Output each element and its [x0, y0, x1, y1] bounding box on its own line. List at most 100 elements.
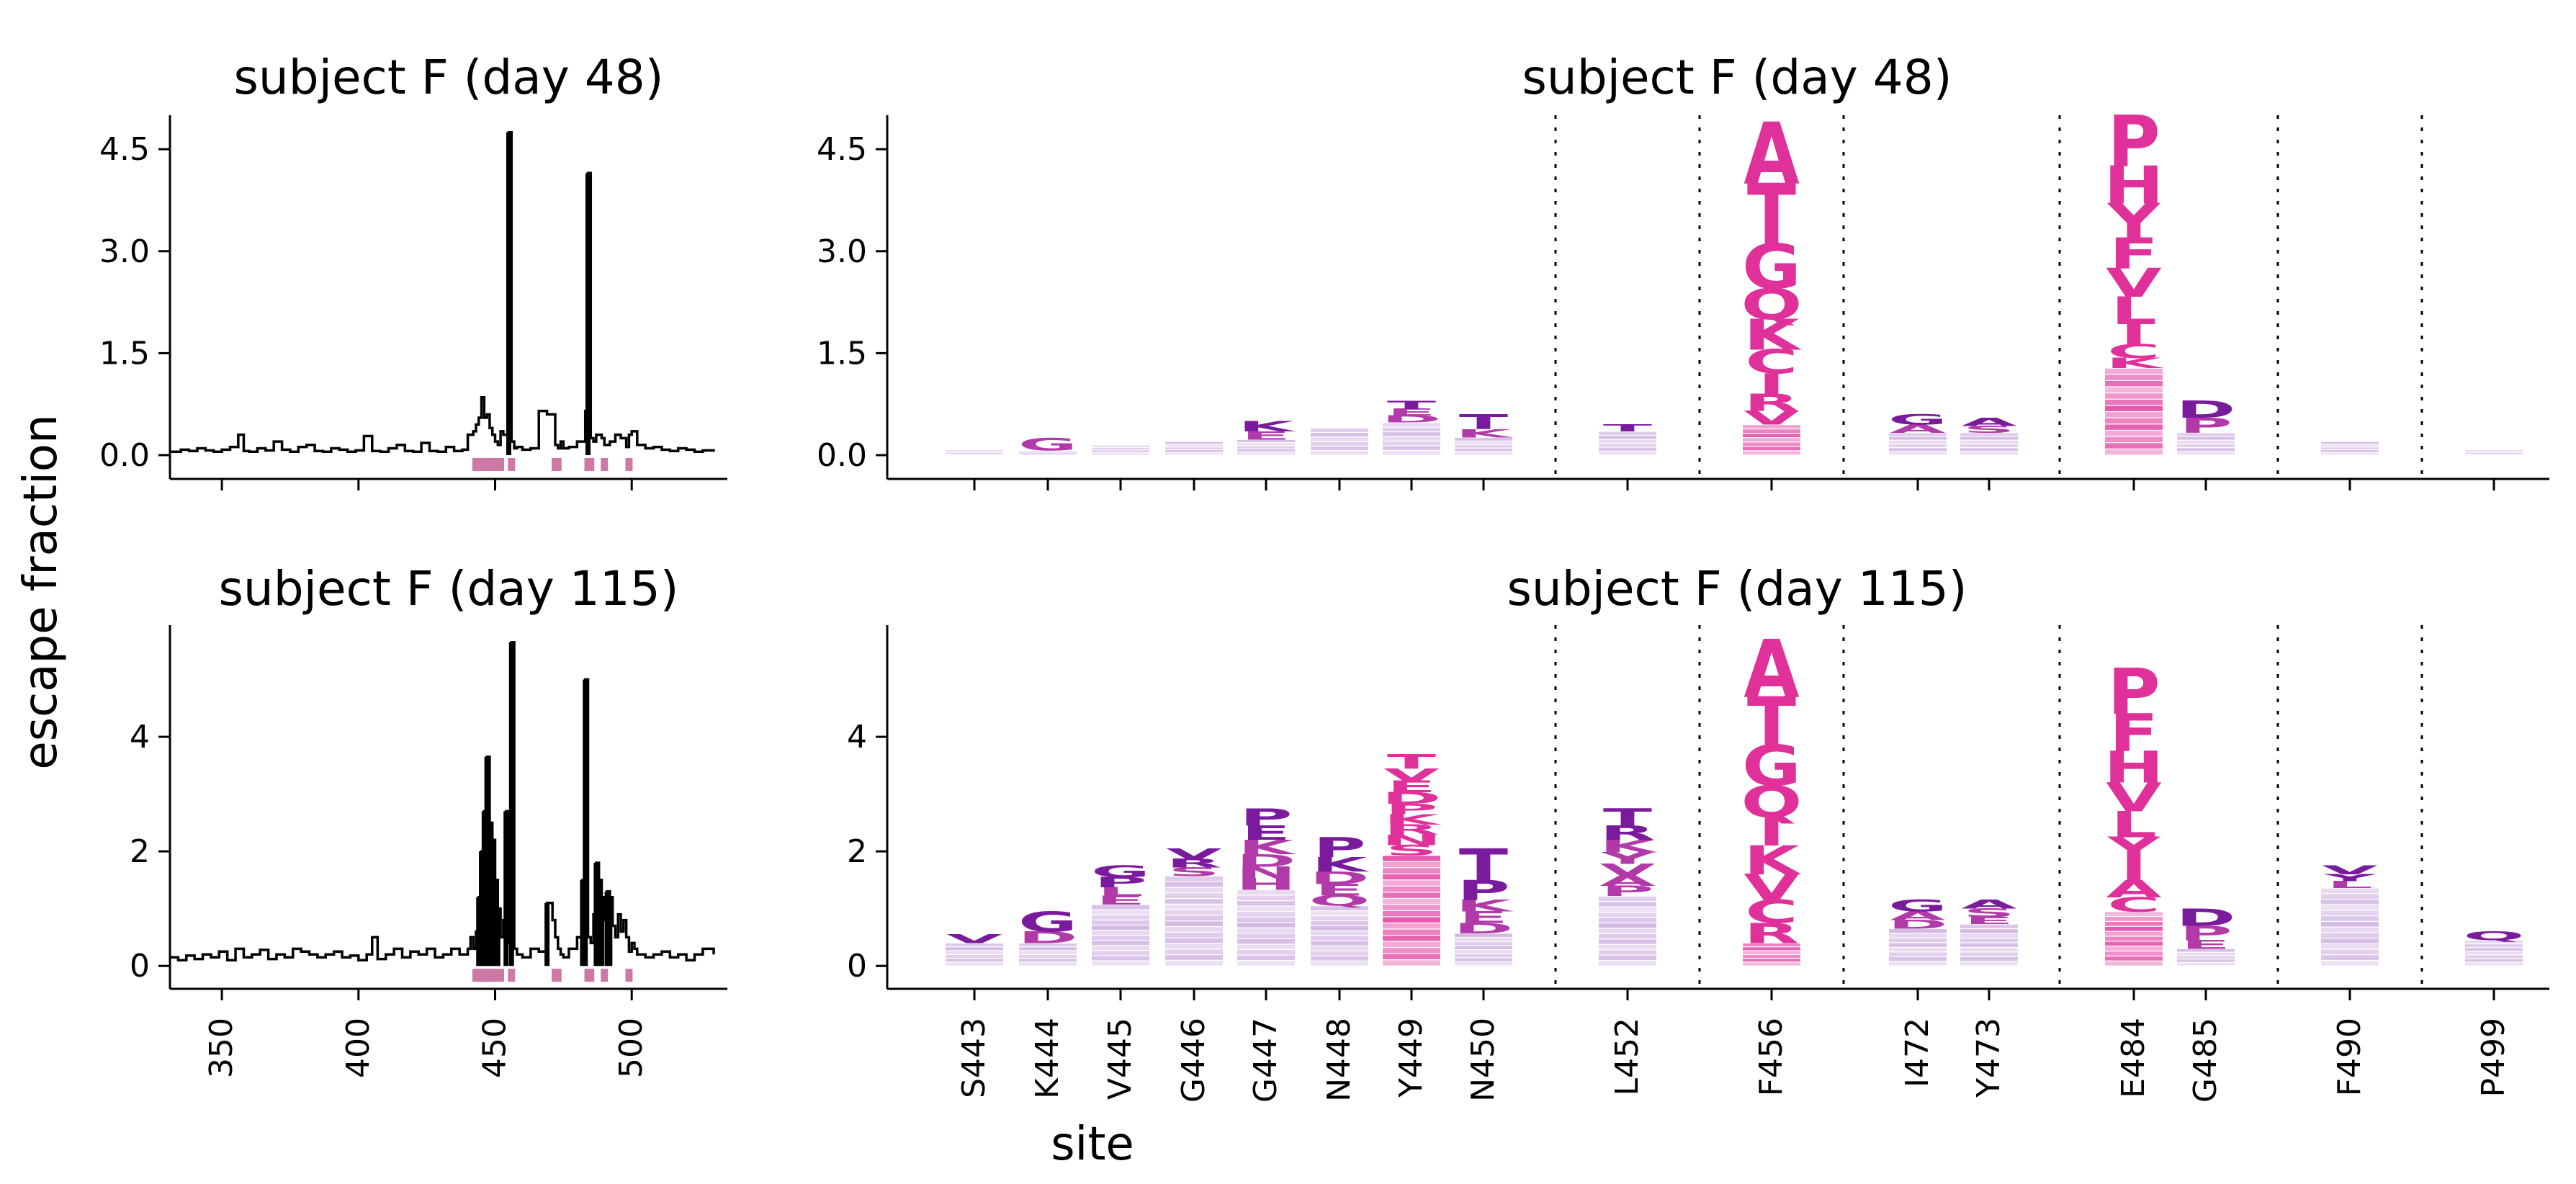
logo-letter-minor [1092, 453, 1149, 455]
logo-letter: D [1453, 920, 1513, 937]
logo-letter-minor [1383, 954, 1440, 960]
logo-letter-minor [1599, 923, 1656, 928]
logo-letter-minor [1960, 956, 2018, 961]
logo-letter-minor [1960, 933, 2018, 938]
logo-letter-minor [1383, 423, 1440, 427]
logo-letter-minor [1743, 962, 1800, 966]
logo-letter-minor [1311, 946, 1368, 951]
logo-letter: G [1742, 232, 1801, 303]
logo-letter-minor [1311, 437, 1368, 441]
logo-letter-minor [1743, 442, 1800, 447]
logo-letter: V [1743, 867, 1799, 909]
logo-letter-minor [1383, 886, 1440, 892]
logo-letter-minor [2105, 941, 2163, 946]
logo-letter: V [2106, 775, 2162, 821]
logo-letter-minor [2321, 921, 2379, 927]
logo-letter-minor [1165, 887, 1223, 893]
logo-letter: Q [1741, 280, 1802, 329]
logo-letter: E [1242, 429, 1291, 442]
logo-letter-minor [2105, 961, 2163, 966]
logo-letter-minor [2321, 927, 2379, 933]
logo-letter-minor [2321, 900, 2379, 905]
logo-letter-minor [1237, 939, 1295, 944]
logo-letter-minor [2321, 444, 2379, 447]
logo-letter-minor [1383, 911, 1440, 917]
logo-letter-minor [2177, 452, 2235, 455]
logo-stack: SRV [1165, 846, 1223, 966]
logo-letter-minor [2321, 949, 2379, 955]
logo-stack: DG [1018, 906, 1078, 966]
logo-letter-minor [1165, 452, 1223, 455]
panel-line-day48: subject F (day 48) 0.0 1.5 3.0 4.5 [99, 50, 727, 490]
y-tick-label: 3.0 [99, 233, 150, 270]
logo-letter-minor [1311, 441, 1368, 446]
logo-letter: T [1747, 683, 1796, 761]
logo-letter: K [1599, 836, 1658, 856]
logo-letter: I [2120, 854, 2147, 887]
logo-stack: LYV [2321, 863, 2379, 966]
logo-letter: G [1742, 735, 1801, 799]
logo-letter-minor [1743, 959, 1800, 962]
site-marker [491, 457, 499, 471]
logo-letter-minor [1960, 947, 2018, 952]
logo-letter-minor [1599, 928, 1656, 933]
logo-letter: I [1758, 367, 1785, 400]
logo-letter-minor [1383, 960, 1440, 966]
panel-title: subject F (day 115) [1507, 561, 1967, 616]
logo-letter-minor [2465, 450, 2523, 452]
logo-letter-minor [1960, 924, 2018, 928]
logo-letter: E [2181, 938, 2230, 951]
logo-letter: P [1457, 874, 1509, 907]
logo-letter-minor [2465, 951, 2523, 955]
logo-letter-minor [1455, 444, 1512, 448]
logo-letter: G [1091, 863, 1150, 882]
logo-letter-minor [2465, 959, 2523, 962]
logo-letter: V [946, 932, 1002, 946]
logo-letter-minor [1383, 451, 1440, 455]
logo-letter-minor [2177, 440, 2235, 444]
logo-letter-minor [1599, 918, 1656, 923]
logo-letter: K [2106, 355, 2165, 372]
logo-letter: Y [2107, 194, 2162, 248]
x-tick-label: F490 [2331, 1018, 2368, 1096]
logo-letter-minor [2465, 944, 2523, 948]
logo-letter-minor [1889, 956, 1947, 961]
logo-letter-minor [1889, 938, 1947, 943]
logo-letter: A [1743, 104, 1800, 203]
logo-letter-minor [1383, 880, 1440, 886]
logo-letter-minor [946, 947, 1003, 951]
logo-letter-minor [1889, 448, 1947, 452]
logo-letter: P [1601, 883, 1653, 900]
logo-letter-minor [2177, 948, 2235, 952]
logo-letter-minor [1165, 949, 1223, 954]
x-tick-label: 500 [613, 1018, 650, 1078]
logo-letter-minor [1237, 439, 1295, 442]
logo-stack: T [1599, 423, 1656, 455]
logo-letter-minor [1237, 950, 1295, 955]
logo-letter-minor [946, 452, 1003, 454]
logo-letter-minor [1237, 961, 1295, 966]
x-tick-label: G446 [1175, 1018, 1212, 1103]
logo-letter-minor [1311, 428, 1368, 432]
logo-letter: L [1098, 885, 1144, 899]
logo-stack [946, 450, 1003, 455]
logo-letter-minor [2105, 931, 2163, 936]
logo-letter: R [1600, 822, 1656, 845]
logo-letter-minor [1165, 441, 1223, 444]
logo-letter-minor [2321, 916, 2379, 921]
logo-letter: G [1018, 906, 1077, 938]
logo-letter: A [1961, 897, 2017, 911]
logo-letter-minor [1165, 938, 1223, 943]
figure-xlabel: site [1051, 1118, 1134, 1171]
logo-letter: Q [1741, 776, 1802, 828]
x-tick-label: S443 [956, 1018, 992, 1098]
logo-letter-minor [1311, 931, 1368, 936]
logo-letter-minor [1092, 920, 1149, 925]
logo-letter-minor [1599, 907, 1656, 912]
logo-letter-minor [2321, 447, 2379, 449]
logo-letter-minor [2105, 405, 2163, 411]
logo-letter: R [1743, 918, 1799, 950]
logo-letter-minor [1165, 955, 1223, 960]
logo-letter-minor [1889, 952, 1947, 956]
